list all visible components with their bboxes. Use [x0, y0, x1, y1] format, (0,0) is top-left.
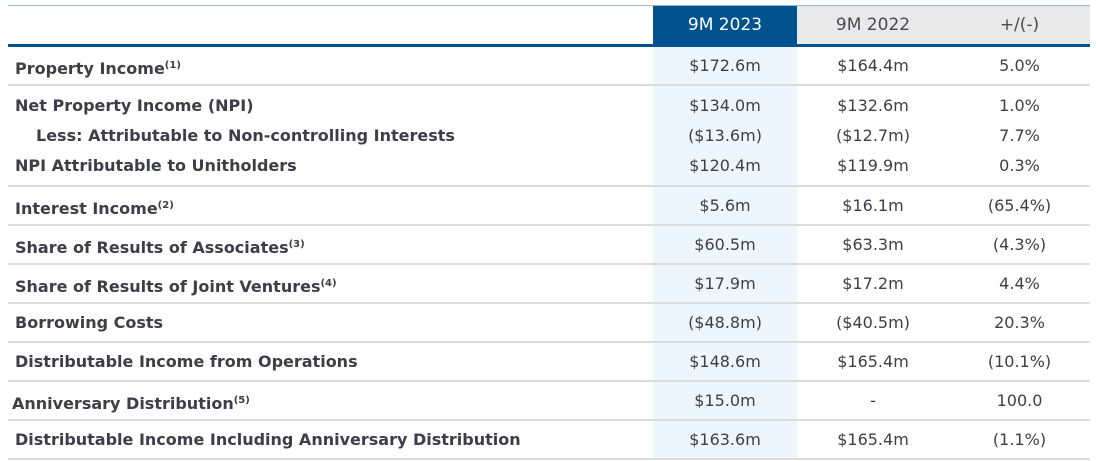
value-2023: ($48.8m)	[653, 304, 797, 341]
footnote-ref: (3)	[288, 239, 305, 250]
value-2023: ($13.6m)	[688, 126, 762, 145]
table-row: Interest Income(2) $5.6m $16.1m (65.4%)	[8, 187, 1090, 226]
header-label-blank	[8, 6, 653, 44]
row-label: Net Property Income (NPI)	[15, 96, 254, 115]
row-label: Anniversary Distribution(5)	[8, 382, 653, 419]
table-row: Borrowing Costs ($48.8m) ($40.5m) 20.3%	[8, 304, 1090, 343]
value-2023: $60.5m	[653, 226, 797, 263]
income-table: 9M 2023 9M 2022 +/(-) Property Income(1)…	[8, 5, 1090, 460]
value-change: 20.3%	[994, 313, 1045, 332]
label-text: Borrowing Costs	[15, 313, 164, 332]
value-2023: $134.0m	[689, 96, 761, 115]
row-label: Property Income(1)	[8, 47, 653, 84]
value-2022: ($12.7m)	[836, 126, 910, 145]
value-2022: $119.9m	[837, 156, 909, 175]
value-2023: $148.6m	[653, 343, 797, 380]
table-row: NPI Attributable to Unitholders $120.4m …	[8, 151, 1090, 181]
value-2022: $17.2m	[842, 274, 904, 293]
footnote-ref: (4)	[320, 278, 337, 289]
value-2023: $163.6m	[653, 421, 797, 458]
label-text: Distributable Income from Operations	[15, 352, 358, 371]
value-change: 7.7%	[999, 126, 1040, 145]
value-2022: $165.4m	[837, 430, 909, 449]
row-label: Borrowing Costs	[8, 304, 653, 341]
row-label: Distributable Income from Operations	[8, 343, 653, 380]
row-label: Share of Results of Joint Ventures(4)	[8, 265, 653, 302]
value-2023: $120.4m	[689, 156, 761, 175]
table-row: Net Property Income (NPI) $134.0m $132.6…	[8, 91, 1090, 121]
row-label: NPI Attributable to Unitholders	[15, 156, 297, 175]
value-2022: $63.3m	[842, 235, 904, 254]
table-row: Less: Attributable to Non-controlling In…	[8, 121, 1090, 151]
label-text: Distributable Income Including Anniversa…	[15, 430, 521, 449]
header-9m-2023: 9M 2023	[653, 6, 797, 44]
table-row: Property Income(1) $172.6m $164.4m 5.0%	[8, 47, 1090, 86]
header-change: +/(-)	[949, 6, 1090, 44]
table-row: Distributable Income from Operations $14…	[8, 343, 1090, 382]
label-text: Share of Results of Joint Ventures	[15, 277, 321, 296]
footnote-ref: (2)	[157, 200, 174, 211]
row-label: Share of Results of Associates(3)	[8, 226, 653, 263]
label-text: Interest Income	[15, 199, 158, 218]
value-change: 5.0%	[999, 56, 1040, 75]
row-label: Distributable Income Including Anniversa…	[8, 421, 653, 458]
table-row: Share of Results of Associates(3) $60.5m…	[8, 226, 1090, 265]
value-2022: ($40.5m)	[836, 313, 910, 332]
value-2023: $172.6m	[653, 47, 797, 84]
footnote-ref: (1)	[164, 60, 181, 71]
value-2023: $17.9m	[653, 265, 797, 302]
npi-group: Net Property Income (NPI) $134.0m $132.6…	[8, 86, 1090, 187]
value-2022: $16.1m	[842, 196, 904, 215]
row-label: Interest Income(2)	[8, 187, 653, 224]
value-2023: $5.6m	[653, 187, 797, 224]
value-2022: $165.4m	[837, 352, 909, 371]
table-header: 9M 2023 9M 2022 +/(-)	[8, 6, 1090, 47]
label-text: Anniversary Distribution	[12, 394, 234, 413]
row-label: Less: Attributable to Non-controlling In…	[36, 126, 455, 145]
value-change: 0.3%	[999, 156, 1040, 175]
value-change: (1.1%)	[992, 430, 1047, 449]
value-change: 100.0	[996, 391, 1043, 410]
value-change: (10.1%)	[987, 352, 1052, 371]
value-change: 1.0%	[999, 96, 1040, 115]
value-change: (65.4%)	[987, 196, 1052, 215]
table-row: Share of Results of Joint Ventures(4) $1…	[8, 265, 1090, 304]
table-row: Distributable Income Including Anniversa…	[8, 421, 1090, 460]
label-text: Property Income	[15, 59, 165, 78]
value-2023: $15.0m	[653, 382, 797, 419]
value-2022: -	[870, 391, 876, 410]
footnote-ref: (5)	[233, 395, 250, 406]
value-2022: $164.4m	[837, 56, 909, 75]
label-text: Share of Results of Associates	[15, 238, 289, 257]
value-change: (4.3%)	[992, 235, 1047, 254]
value-2022: $132.6m	[837, 96, 909, 115]
header-9m-2022: 9M 2022	[797, 6, 949, 44]
value-change: 4.4%	[999, 274, 1040, 293]
table-row: Anniversary Distribution(5) $15.0m - 100…	[8, 382, 1090, 421]
top-rule	[8, 5, 1090, 6]
